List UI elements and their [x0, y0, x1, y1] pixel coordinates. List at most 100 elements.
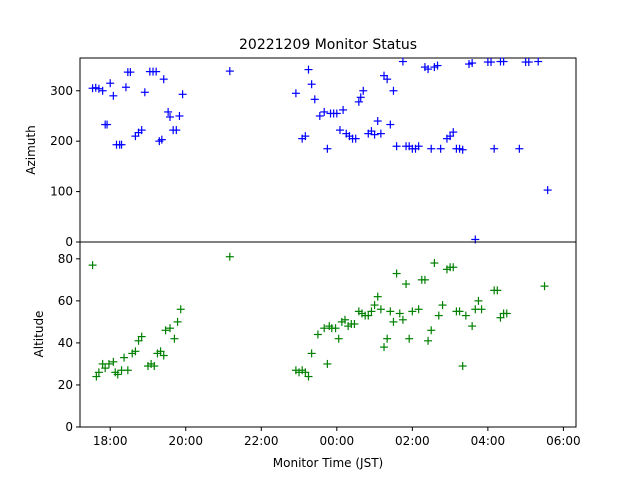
data-point [113, 370, 122, 379]
data-point [392, 142, 401, 151]
altitude-y-ticks: 0 20 40 60 80 [58, 252, 80, 434]
data-point [106, 79, 115, 88]
y-tick-label: 20 [58, 378, 73, 392]
data-point [340, 315, 349, 324]
data-point [92, 372, 101, 381]
data-point [496, 313, 505, 322]
data-point [392, 269, 401, 278]
data-point [159, 351, 168, 360]
x-axis-label: Monitor Time (JST) [273, 456, 383, 470]
data-point [103, 120, 112, 129]
data-point [458, 145, 467, 154]
data-point [540, 282, 549, 291]
x-tick-label: 06:00 [546, 434, 581, 448]
data-point [109, 91, 118, 100]
data-point [515, 144, 524, 153]
data-point [493, 286, 502, 295]
x-tick-label: 20:00 [168, 434, 203, 448]
data-point [490, 144, 499, 153]
data-point [323, 359, 332, 368]
data-point [359, 86, 368, 95]
data-point [474, 296, 483, 305]
data-point [408, 307, 417, 316]
data-point [172, 126, 181, 135]
data-point [398, 57, 407, 66]
data-point [376, 129, 385, 138]
data-point [225, 252, 234, 261]
data-point [304, 372, 313, 381]
data-point [166, 324, 175, 333]
x-tick-label: 00:00 [320, 434, 355, 448]
data-point [134, 336, 143, 345]
data-point [487, 58, 496, 67]
chart-title: 20221209 Monitor Status [239, 37, 417, 53]
x-tick-label: 18:00 [93, 434, 128, 448]
data-point [430, 259, 439, 268]
data-point [434, 311, 443, 320]
data-point [121, 83, 130, 92]
data-point [304, 65, 313, 74]
data-point [402, 280, 411, 289]
data-point [173, 317, 182, 326]
x-tick-label: 22:00 [244, 434, 279, 448]
data-point [354, 97, 363, 106]
y-tick-label: 0 [65, 420, 73, 434]
data-point [449, 263, 458, 272]
data-point [94, 368, 103, 377]
data-point [455, 307, 464, 316]
data-point [225, 67, 234, 76]
altitude-x-ticks: 18:00 20:00 22:00 00:00 02:00 04:00 06:00 [93, 427, 581, 448]
altitude-panel: 0 20 40 60 80 18:00 20:00 22:00 00:00 02:00 04:00… [32, 241, 581, 448]
altitude-plot-frame [79, 241, 577, 428]
data-point [339, 105, 348, 114]
data-point [427, 326, 436, 335]
data-point [373, 117, 382, 126]
data-point [123, 366, 132, 375]
data-point [178, 90, 187, 99]
data-point [291, 89, 300, 98]
data-point [351, 134, 360, 143]
data-point [414, 305, 423, 314]
y-tick-label: 200 [50, 134, 73, 148]
altitude-y-label: Altitude [32, 311, 46, 358]
data-point [398, 315, 407, 324]
data-point [94, 84, 103, 93]
data-point [335, 126, 344, 135]
azimuth-y-label: Azimuth [24, 125, 38, 174]
data-point [301, 132, 310, 141]
azimuth-points [88, 57, 552, 244]
data-point [438, 301, 447, 310]
data-point [176, 305, 185, 314]
data-point [307, 80, 316, 89]
data-point [323, 144, 332, 153]
data-point [383, 334, 392, 343]
data-point [524, 58, 533, 67]
y-tick-label: 60 [58, 294, 73, 308]
data-point [373, 292, 382, 301]
y-tick-label: 40 [58, 336, 73, 350]
data-point [405, 334, 414, 343]
data-point [499, 57, 508, 66]
data-point [370, 130, 379, 139]
data-point [383, 75, 392, 84]
data-point [104, 359, 113, 368]
data-point [159, 75, 168, 84]
x-tick-label: 02:00 [395, 434, 430, 448]
data-point [175, 111, 184, 120]
data-point [117, 140, 126, 149]
y-tick-label: 100 [50, 185, 73, 199]
data-point [332, 109, 341, 118]
data-point [386, 307, 395, 316]
data-point [414, 142, 423, 151]
y-tick-label: 0 [65, 235, 73, 249]
data-point [109, 357, 118, 366]
data-point [301, 368, 310, 377]
data-point [161, 326, 170, 335]
data-point [164, 107, 173, 116]
data-point [152, 67, 161, 76]
data-point [137, 126, 146, 135]
data-point [389, 317, 398, 326]
data-point [436, 144, 445, 153]
azimuth-panel: 0 100 200 300 Azimuth [24, 57, 577, 249]
data-point [331, 324, 340, 333]
